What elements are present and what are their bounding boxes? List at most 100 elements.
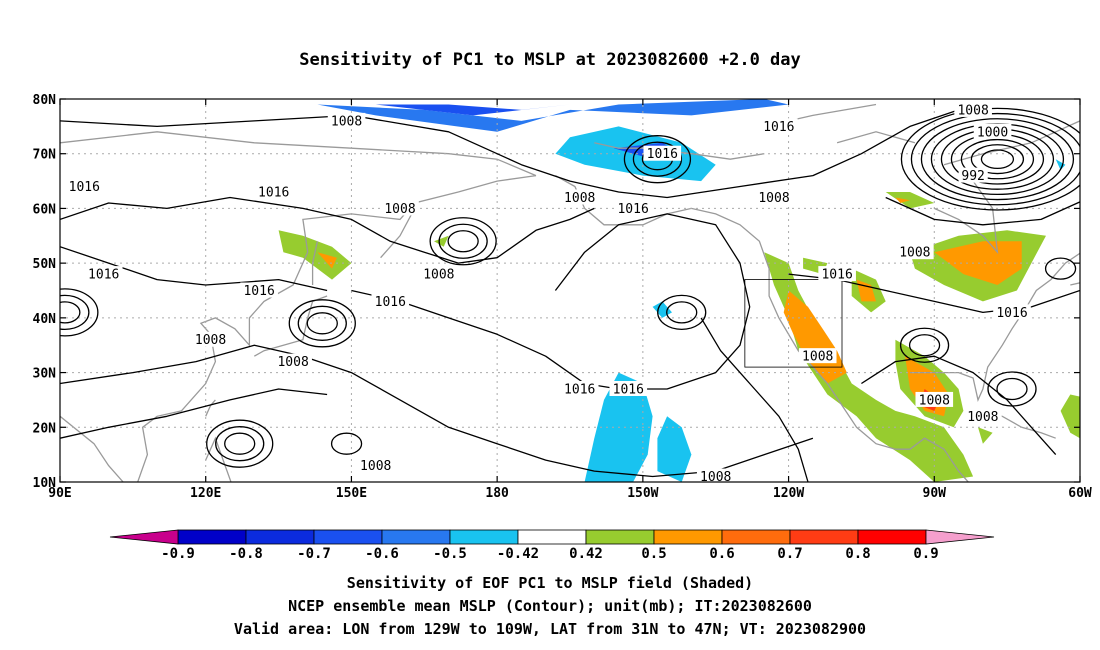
contour-label-bg	[896, 244, 934, 260]
isobar-closed	[666, 301, 698, 324]
contour-label: 1016	[821, 268, 852, 283]
contour-label-bg	[420, 266, 458, 282]
coastline	[555, 175, 970, 482]
isobar	[351, 213, 751, 390]
contour-label: 1016	[375, 295, 406, 310]
contour-label: 1016	[243, 284, 274, 299]
colorbar-swatch	[245, 529, 315, 545]
colorbar-label: 0.6	[709, 546, 734, 562]
contour-label-bg	[973, 123, 1012, 139]
isobar-closed	[447, 230, 479, 253]
lat-tick-label: 50N	[33, 257, 57, 272]
lon-tick-label: 150E	[336, 486, 367, 501]
colorbar-swatch	[381, 529, 451, 545]
isobar-closed	[900, 107, 1080, 211]
contour-label: 992	[961, 169, 984, 184]
colorbar-swatch	[585, 529, 655, 545]
contour-label: 1008	[384, 202, 415, 217]
coastline	[205, 436, 232, 482]
footer-line-contour: NCEP ensemble mean MSLP (Contour); unit(…	[288, 597, 812, 615]
contour-label-bg	[356, 457, 395, 473]
sensitivity-region	[317, 99, 789, 132]
valid-area-rectangle	[744, 279, 843, 368]
contour-label-bg	[760, 118, 798, 134]
contour-label: 1016	[88, 268, 119, 283]
colorbar-label: 0.7	[777, 546, 802, 562]
colorbar-swatch	[721, 529, 791, 545]
coastline	[836, 131, 916, 144]
lon-tick-label: 150W	[627, 486, 658, 501]
contour-label-bg	[643, 145, 682, 161]
sensitivity-region	[1055, 159, 1066, 171]
contour-label-bg	[609, 380, 648, 396]
isobar	[60, 344, 814, 478]
contour-label-bg	[371, 293, 410, 309]
sensitivity-region	[764, 252, 974, 482]
contour-label-bg	[381, 200, 419, 216]
contour-label: 1016	[996, 306, 1027, 321]
contour-label-bg	[696, 468, 735, 482]
contour-label: 1008	[195, 333, 226, 348]
contour-label: 1008	[919, 393, 950, 408]
contour-label: 1008	[957, 103, 988, 118]
isobar-closed	[623, 135, 692, 184]
isobar-closed	[60, 301, 81, 324]
isobar	[700, 317, 809, 482]
coastline	[380, 208, 416, 259]
isobar-closed	[960, 138, 1035, 180]
lat-tick-label: 60N	[33, 202, 57, 217]
isobar	[60, 246, 328, 292]
contour-label-bg	[560, 189, 599, 205]
map-frame	[59, 98, 1081, 483]
colorbar-low-arrow	[109, 529, 179, 545]
contour-label: 1008	[564, 191, 595, 206]
colorbar-swatch	[653, 529, 723, 545]
isobar-closed	[330, 432, 363, 455]
contour-label: 1016	[613, 382, 644, 397]
lon-tick-label: 90E	[48, 486, 71, 501]
isobar-closed	[899, 327, 950, 363]
lon-tick-label: 90W	[923, 486, 947, 501]
isobar	[60, 388, 328, 439]
lat-tick-label: 80N	[33, 93, 57, 108]
isobar	[861, 355, 1057, 456]
contour-label: 1016	[69, 180, 100, 195]
colorbar-swatch	[177, 529, 247, 545]
sensitivity-region	[895, 197, 910, 203]
valid-area-box	[744, 279, 843, 368]
coastline	[934, 180, 999, 255]
contour-label: 1016	[564, 382, 595, 397]
colorbar-swatch	[789, 529, 859, 545]
contour-label-bg	[65, 178, 104, 194]
isobar-closed	[1044, 257, 1077, 280]
contour-label-bg	[560, 380, 599, 396]
lon-tick-label: 120W	[773, 486, 804, 501]
contour-label-bg	[964, 408, 1002, 424]
contour-label-bg	[1090, 206, 1100, 221]
contour-labels: 1008 1016 1016 1008 1000 992 1016 1016 1008 1008 1…	[65, 101, 1100, 482]
isobar-closed	[288, 299, 356, 348]
contour-label-bg	[84, 266, 123, 282]
sensitivity-region	[978, 427, 993, 444]
colorbar-swatch	[449, 529, 519, 545]
colorbar-label: 0.42	[569, 546, 603, 562]
colorbar-label: -0.42	[497, 546, 539, 562]
isobar-closed	[908, 334, 941, 357]
map-axes: 90E 120E 150E 180 150W 120W 90W 60W 10N 20N 30N 40N…	[33, 93, 1092, 501]
contour-label: 1016	[1093, 207, 1100, 222]
isobar-closed	[996, 377, 1028, 401]
lon-tick-label: 60W	[1068, 486, 1092, 501]
isobar-closed	[429, 217, 497, 266]
colorbar-swatch	[857, 529, 927, 545]
isobar-closed	[306, 312, 338, 335]
isobar-closed	[438, 223, 488, 259]
isobar-closed	[60, 294, 90, 331]
contour-label-bg	[818, 266, 856, 282]
isobar-closed	[297, 305, 347, 341]
contour-label: 1008	[802, 350, 833, 365]
contour-label: 1016	[763, 120, 794, 135]
lat-tick-label: 20N	[33, 421, 57, 436]
isobar	[60, 196, 595, 264]
contour-label-bg	[614, 200, 652, 216]
colorbar-label: -0.8	[229, 546, 263, 562]
